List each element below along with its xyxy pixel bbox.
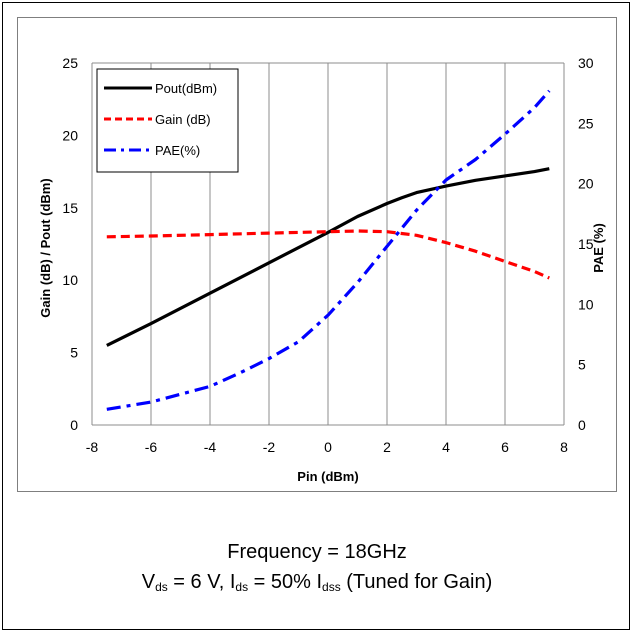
caption-end: (Tuned for Gain) bbox=[340, 571, 493, 593]
caption-mid-2: = 50% I bbox=[248, 571, 323, 593]
y2-tick-label: 10 bbox=[578, 296, 594, 312]
legend-label: Pout(dBm) bbox=[155, 81, 217, 96]
legend: Pout(dBm) Gain (dB) PAE(%) bbox=[96, 68, 239, 173]
series-layer bbox=[106, 89, 551, 411]
caption-bias: Vds = 6 V, Ids = 50% Idss (Tuned for Gai… bbox=[0, 571, 634, 594]
caption-sub-dss: dss bbox=[322, 580, 341, 594]
y-tick-label: 5 bbox=[70, 345, 78, 361]
y2-tick-label: 15 bbox=[578, 236, 594, 252]
x-tick-label: 4 bbox=[442, 439, 450, 455]
x-tick-label: -2 bbox=[263, 439, 276, 455]
y-tick-label: 25 bbox=[62, 55, 78, 71]
y-tick-label: 0 bbox=[70, 417, 78, 433]
legend-label: PAE(%) bbox=[155, 143, 200, 158]
caption-v: V bbox=[141, 571, 156, 593]
y-tick-label: 20 bbox=[62, 127, 78, 143]
caption-sub-ds-2: ds bbox=[235, 580, 249, 594]
x-tick-label: 6 bbox=[501, 439, 509, 455]
y-tick-label: 10 bbox=[62, 272, 78, 288]
caption-mid: = 6 V, I bbox=[167, 571, 236, 593]
x-axis-title: Pin (dBm) bbox=[297, 469, 358, 484]
x-tick-label: -8 bbox=[86, 439, 99, 455]
x-tick-label: 0 bbox=[324, 439, 332, 455]
legend-label: Gain (dB) bbox=[155, 112, 211, 127]
y-axis-title: Gain (dB) / Pout (dBm) bbox=[38, 178, 53, 317]
caption-frequency: Frequency = 18GHz bbox=[227, 541, 407, 563]
y2-tick-label: 30 bbox=[578, 55, 594, 71]
y2-tick-label: 20 bbox=[578, 176, 594, 192]
x-tick-label: -4 bbox=[204, 439, 217, 455]
y2-tick-label: 5 bbox=[578, 357, 586, 373]
caption-sub-ds: ds bbox=[155, 580, 168, 594]
y2-axis-title: PAE (%) bbox=[591, 223, 606, 273]
x-tick-label: 2 bbox=[383, 439, 391, 455]
x-tick-label: 8 bbox=[560, 439, 568, 455]
y2-tick-label: 0 bbox=[578, 417, 586, 433]
y-tick-label: 15 bbox=[62, 200, 78, 216]
series-line-2 bbox=[106, 229, 550, 280]
x-tick-label: -6 bbox=[145, 439, 158, 455]
y2-tick-label: 25 bbox=[578, 115, 594, 131]
series-line-1 bbox=[106, 167, 550, 347]
series-line-3 bbox=[106, 89, 551, 411]
